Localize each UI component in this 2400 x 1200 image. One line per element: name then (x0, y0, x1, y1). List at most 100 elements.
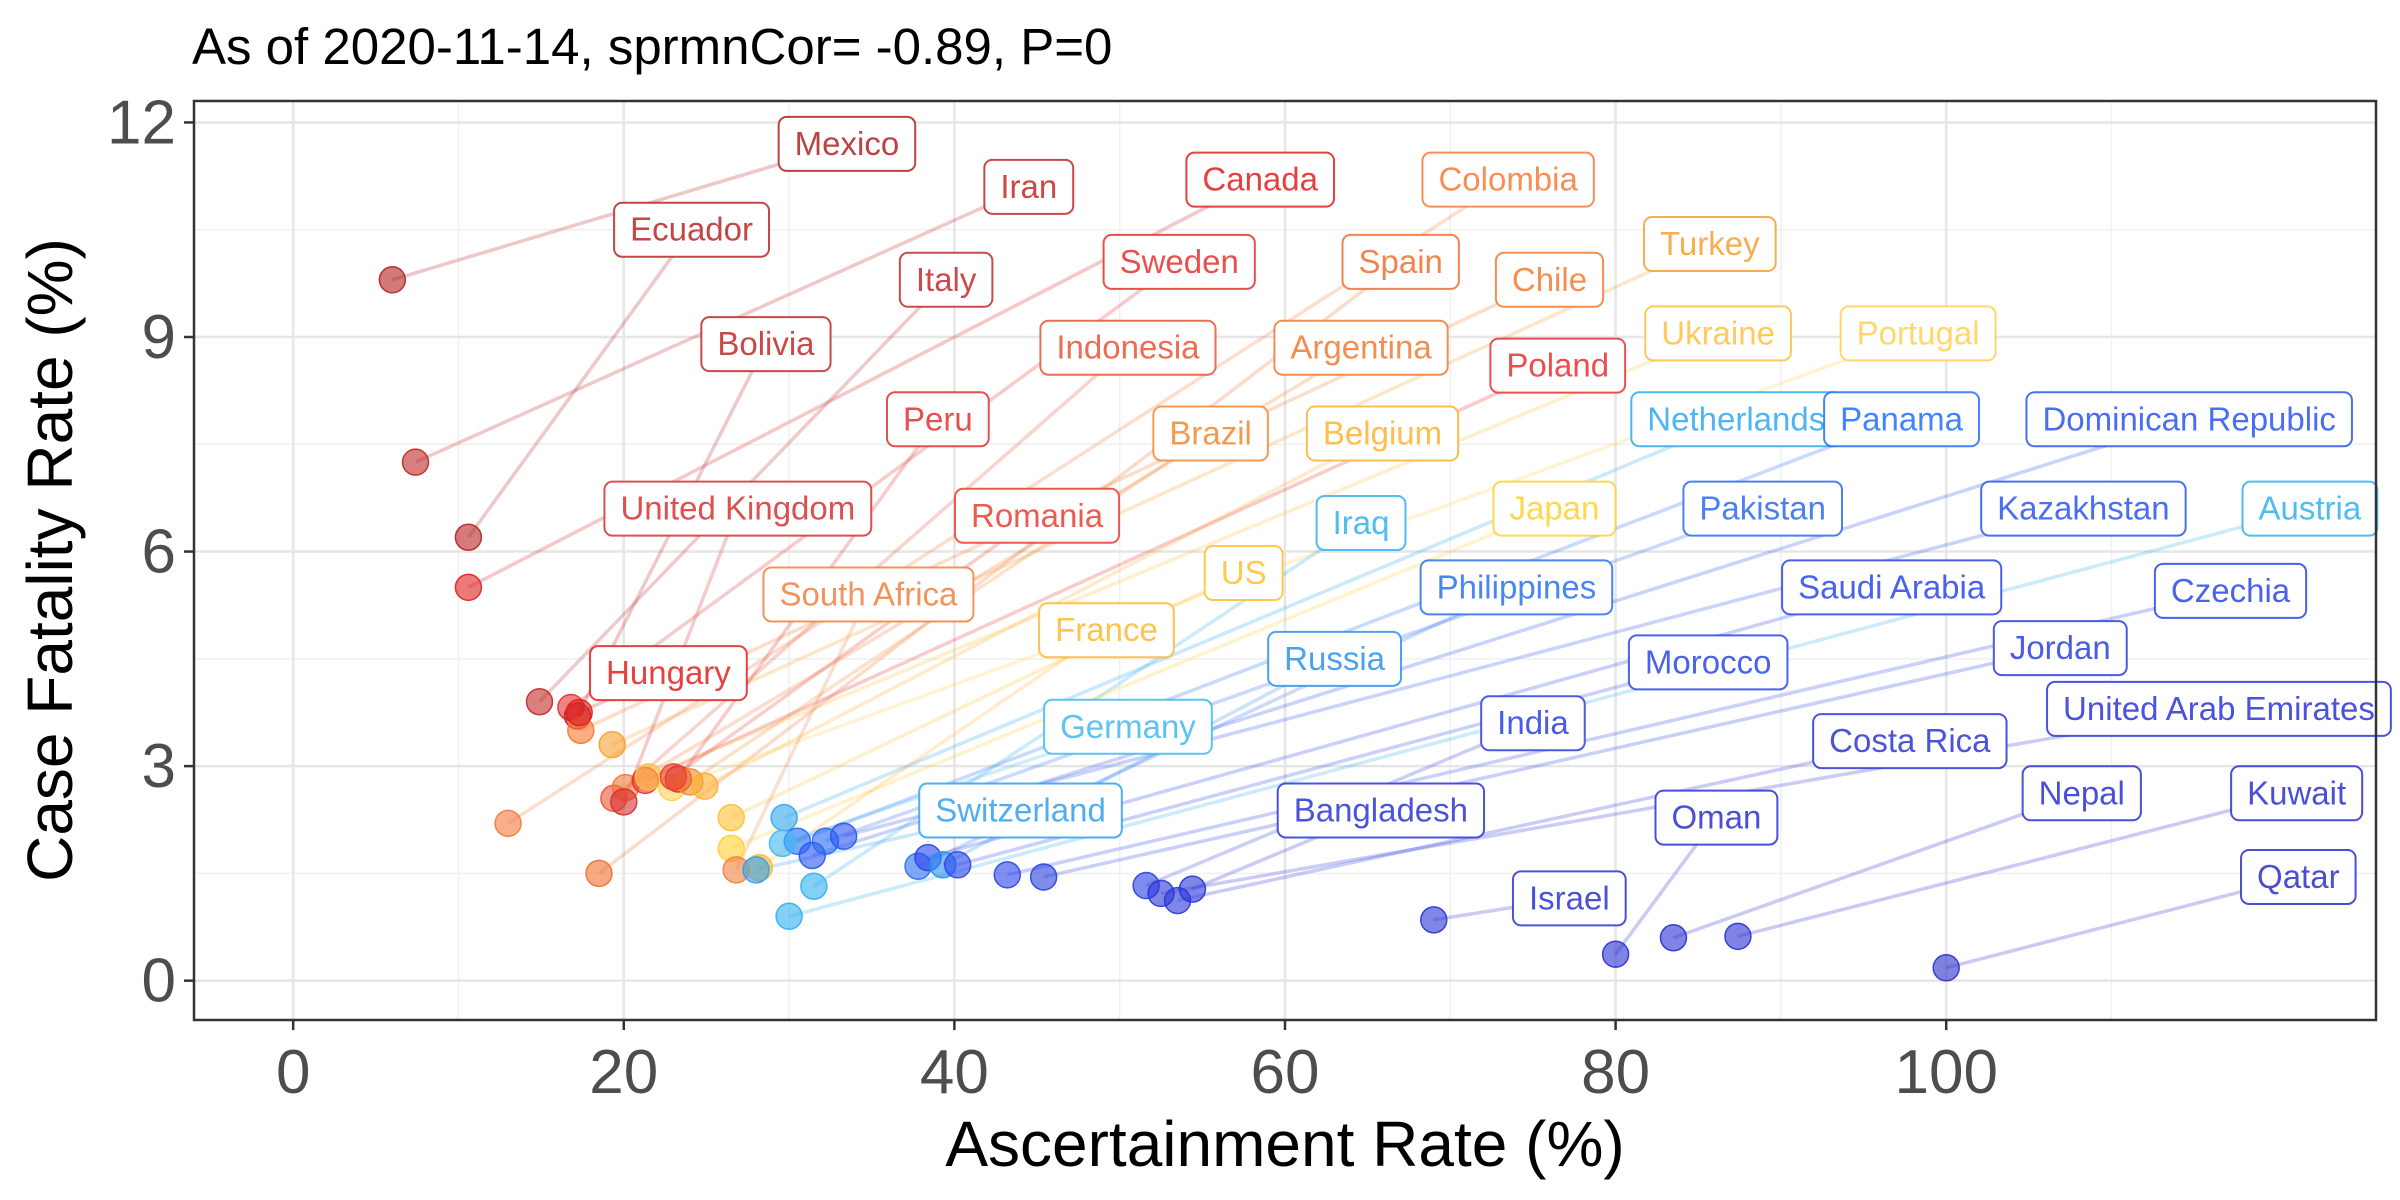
point-label-box (762, 566, 975, 623)
point-label-box (1273, 319, 1449, 376)
y-tick-label: 3 (142, 732, 176, 801)
point-label-text: Hungary (606, 654, 731, 691)
point-label-text: Japan (1509, 490, 1599, 527)
point-label-box (1492, 480, 1617, 537)
point-label-text: Saudi Arabia (1798, 568, 1986, 605)
point-label: Saudi Arabia (1781, 559, 2003, 616)
data-point (378, 266, 407, 294)
point-label-box (2153, 562, 2308, 619)
point-label-box (1839, 305, 1997, 362)
point-label: Austria (2241, 480, 2379, 537)
data-point (717, 803, 745, 832)
point-label-text: Chile (1512, 261, 1587, 298)
point-label-text: Austria (2259, 490, 2362, 527)
y-axis-title: Case Fatality Rate (%) (14, 238, 86, 882)
point-label-box (2046, 680, 2392, 737)
data-point (1029, 863, 1058, 891)
point-label-box (1267, 630, 1403, 687)
point-label-box (1644, 305, 1792, 362)
point-label-text: Panama (1840, 400, 1964, 437)
data-point (1601, 940, 1630, 968)
point-label: Nepal (2021, 765, 2142, 822)
point-label-text: US (1221, 554, 1267, 591)
point-label-text: Colombia (1438, 161, 1578, 198)
point-label-text: Costa Rica (1829, 722, 1991, 759)
point-label-text: Iran (1000, 168, 1057, 205)
data-point (770, 803, 798, 832)
point-label-text: Israel (1529, 879, 1610, 916)
point-label-box (589, 645, 748, 702)
point-label-box (2021, 765, 2142, 822)
y-tick-label: 6 (142, 518, 176, 587)
point-label: Dominican Republic (2025, 391, 2353, 448)
point-label: Costa Rica (1812, 713, 2008, 770)
data-point (565, 698, 593, 727)
point-label: Germany (1043, 698, 1213, 755)
point-label: Colombia (1421, 151, 1595, 208)
point-label: Morocco (1627, 634, 1789, 691)
point-label: Kuwait (2230, 765, 2364, 822)
point-label: Pakistan (1682, 480, 1844, 537)
point-label: Spain (1341, 233, 1460, 290)
data-point (1420, 906, 1448, 934)
point-label-box (1489, 337, 1627, 394)
data-point (494, 809, 522, 838)
point-label: Philippines (1419, 559, 1614, 616)
point-label-text: Brazil (1169, 415, 1252, 452)
point-label: US (1203, 545, 1284, 602)
point-label-box (2240, 848, 2357, 905)
point-label-text: Oman (1672, 799, 1762, 836)
point-label-box (613, 201, 771, 258)
point-label-box (1341, 233, 1460, 290)
label-connector (758, 628, 1108, 870)
point-label: Ecuador (613, 201, 771, 258)
x-tick-label: 0 (276, 1038, 310, 1107)
point-label: Qatar (2240, 848, 2357, 905)
point-label-box (1480, 695, 1586, 752)
point-label-box (1421, 151, 1595, 208)
point-label-box (1627, 634, 1789, 691)
label-connector (1672, 791, 2083, 940)
point-label-text: Qatar (2257, 858, 2340, 895)
point-label-text: Switzerland (935, 791, 1106, 828)
point-label: Russia (1267, 630, 1403, 687)
point-label-text: Morocco (1645, 643, 1772, 680)
point-label-box (1276, 782, 1486, 839)
point-label: Portugal (1839, 305, 1997, 362)
point-label: Switzerland (918, 782, 1123, 839)
data-point (943, 851, 972, 879)
label-connector (1737, 791, 2298, 939)
y-tick-label: 0 (142, 947, 176, 1016)
point-label: Poland (1489, 337, 1627, 394)
point-label: Japan (1492, 480, 1617, 537)
y-tick-label: 12 (107, 88, 176, 157)
point-label-box (777, 115, 917, 172)
point-label-text: Canada (1202, 161, 1318, 198)
data-point (1178, 875, 1207, 903)
data-point (829, 822, 858, 850)
point-label-text: Nepal (2039, 774, 2125, 811)
point-label-box (1682, 480, 1844, 537)
point-label-box (1992, 620, 2128, 677)
data-point (800, 872, 828, 901)
point-label-box (954, 487, 1121, 544)
point-label-text: Italy (916, 261, 977, 298)
point-label-text: Philippines (1437, 568, 1597, 605)
point-label: Bolivia (700, 316, 832, 373)
point-label: India (1480, 695, 1586, 752)
point-label: Canada (1185, 151, 1336, 208)
point-label-text: Russia (1284, 640, 1386, 677)
point-label: Turkey (1643, 216, 1777, 273)
point-label-text: Mexico (795, 125, 900, 162)
point-label: France (1038, 602, 1175, 659)
data-point (634, 763, 663, 791)
point-label-box (1038, 602, 1175, 659)
point-label-text: Sweden (1120, 243, 1239, 280)
point-label: South Africa (762, 566, 975, 623)
x-tick-label: 60 (1251, 1038, 1320, 1107)
point-label-text: Dominican Republic (2042, 400, 2335, 437)
point-label-box (1781, 559, 2003, 616)
point-label-box (2230, 765, 2364, 822)
point-label-text: Pakistan (1699, 490, 1826, 527)
point-label-text: Poland (1506, 347, 1609, 384)
